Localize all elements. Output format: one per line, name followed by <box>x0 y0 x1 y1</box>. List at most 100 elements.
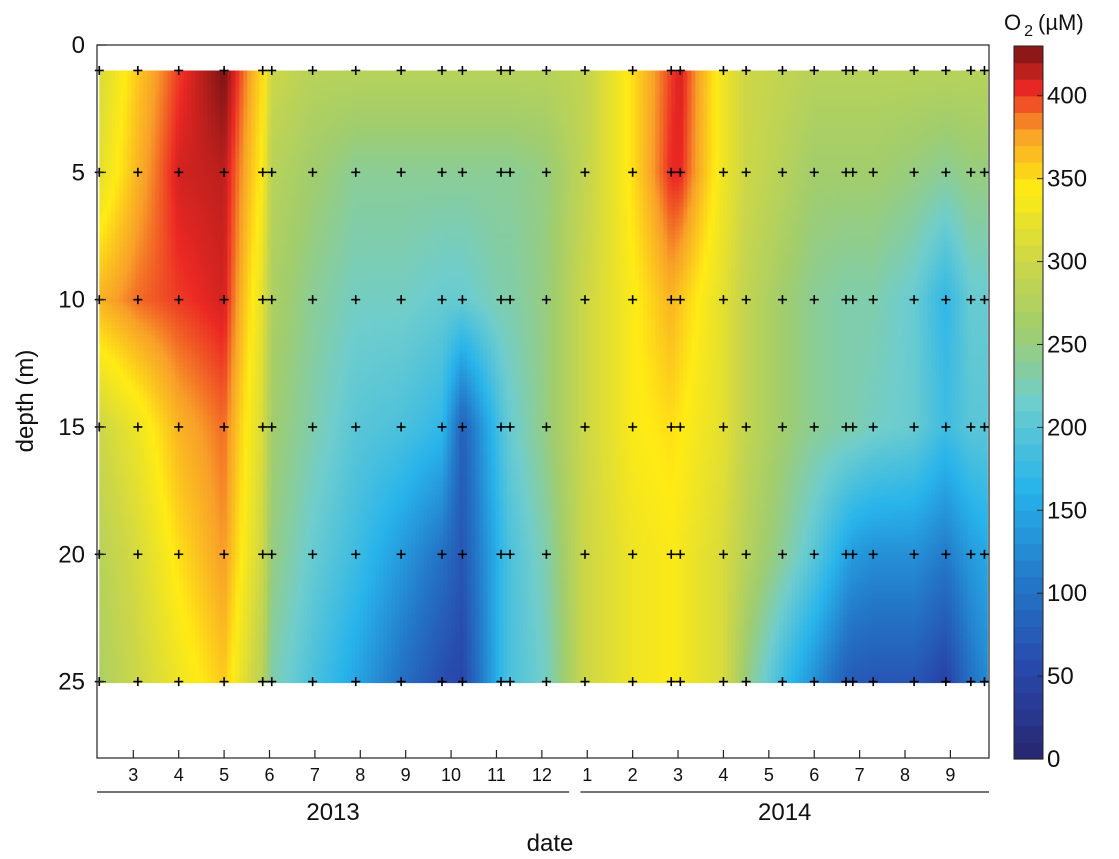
heat-cell <box>739 99 744 104</box>
heat-cell <box>219 131 224 136</box>
heat-cell <box>547 95 552 100</box>
heat-cell <box>495 87 500 92</box>
heat-cell <box>847 127 852 132</box>
heat-cell <box>595 87 600 92</box>
heat-cell <box>771 139 776 144</box>
heat-cell <box>887 79 892 84</box>
heat-cell <box>603 79 608 84</box>
heat-cell <box>927 131 932 136</box>
heat-cell <box>507 127 512 132</box>
heat-cell <box>807 139 812 144</box>
heat-cell <box>979 123 984 128</box>
heat-cell <box>303 99 308 104</box>
heat-cell <box>627 79 632 84</box>
heat-cell <box>115 139 120 144</box>
heat-cell <box>787 99 792 104</box>
heat-cell <box>443 119 448 124</box>
heat-cell <box>479 131 484 136</box>
heat-cell <box>959 79 964 84</box>
heat-cell <box>519 95 524 100</box>
heat-cell <box>655 87 660 92</box>
heat-cell <box>711 107 716 112</box>
heat-cell <box>827 127 832 132</box>
heat-cell <box>755 123 760 128</box>
heat-cell <box>279 87 284 92</box>
heat-cell <box>159 107 164 112</box>
heat-cell <box>355 95 360 100</box>
heat-cell <box>959 135 964 140</box>
heat-cell <box>723 87 728 92</box>
heat-cell <box>847 135 852 140</box>
heat-cell <box>687 123 692 128</box>
heat-cell <box>731 127 736 132</box>
heat-cell <box>887 99 892 104</box>
heat-cell <box>631 123 636 128</box>
heat-cell <box>167 123 172 128</box>
heat-cell <box>419 75 424 80</box>
heat-cell <box>147 115 152 120</box>
heat-cell <box>763 139 768 144</box>
heat-cell <box>123 91 128 96</box>
heat-cell <box>327 87 332 92</box>
heat-cell <box>407 115 412 120</box>
heat-cell <box>331 95 336 100</box>
heat-cell <box>651 75 656 80</box>
heat-cell <box>135 83 140 88</box>
heat-cell <box>303 111 308 116</box>
heat-cell <box>511 91 516 96</box>
heat-cell <box>307 139 312 144</box>
heat-cell <box>687 71 692 76</box>
heat-cell <box>363 95 368 100</box>
heat-cell <box>555 107 560 112</box>
heat-cell <box>951 71 956 76</box>
heat-cell <box>495 95 500 100</box>
heat-cell <box>235 95 240 100</box>
heat-cell <box>451 107 456 112</box>
heat-cell <box>291 71 296 76</box>
heat-cell <box>275 131 280 136</box>
heat-cell <box>879 83 884 88</box>
heat-cell <box>975 115 980 120</box>
heat-cell <box>775 87 780 92</box>
heat-cell <box>723 131 728 136</box>
heat-cell <box>939 103 944 108</box>
heat-cell <box>811 119 816 124</box>
heat-cell <box>135 99 140 104</box>
heat-cell <box>883 135 888 140</box>
heat-cell <box>959 83 964 88</box>
heat-cell <box>671 111 676 116</box>
heat-cell <box>707 115 712 120</box>
heat-cell <box>583 79 588 84</box>
heat-cell <box>767 111 772 116</box>
heat-cell <box>339 107 344 112</box>
heat-cell <box>911 107 916 112</box>
heat-cell <box>727 107 732 112</box>
heat-cell <box>195 115 200 120</box>
heat-cell <box>423 79 428 84</box>
heat-cell <box>879 79 884 84</box>
heat-cell <box>747 79 752 84</box>
heat-cell <box>515 127 520 132</box>
heat-cell <box>419 115 424 120</box>
heat-cell <box>327 79 332 84</box>
heat-cell <box>763 103 768 108</box>
heat-cell <box>759 95 764 100</box>
heat-cell <box>187 119 192 124</box>
heat-cell <box>783 127 788 132</box>
heat-cell <box>863 83 868 88</box>
heat-cell <box>927 119 932 124</box>
heat-cell <box>731 135 736 140</box>
heat-cell <box>655 115 660 120</box>
heat-cell <box>415 131 420 136</box>
heat-cell <box>919 87 924 92</box>
heat-cell <box>823 91 828 96</box>
heat-cell <box>507 115 512 120</box>
heat-cell <box>751 71 756 76</box>
heat-cell <box>547 127 552 132</box>
heat-cell <box>483 115 488 120</box>
heat-cell <box>647 135 652 140</box>
heat-cell <box>571 99 576 104</box>
heat-cell <box>983 103 988 108</box>
heat-cell <box>935 107 940 112</box>
heat-cell <box>527 71 532 76</box>
